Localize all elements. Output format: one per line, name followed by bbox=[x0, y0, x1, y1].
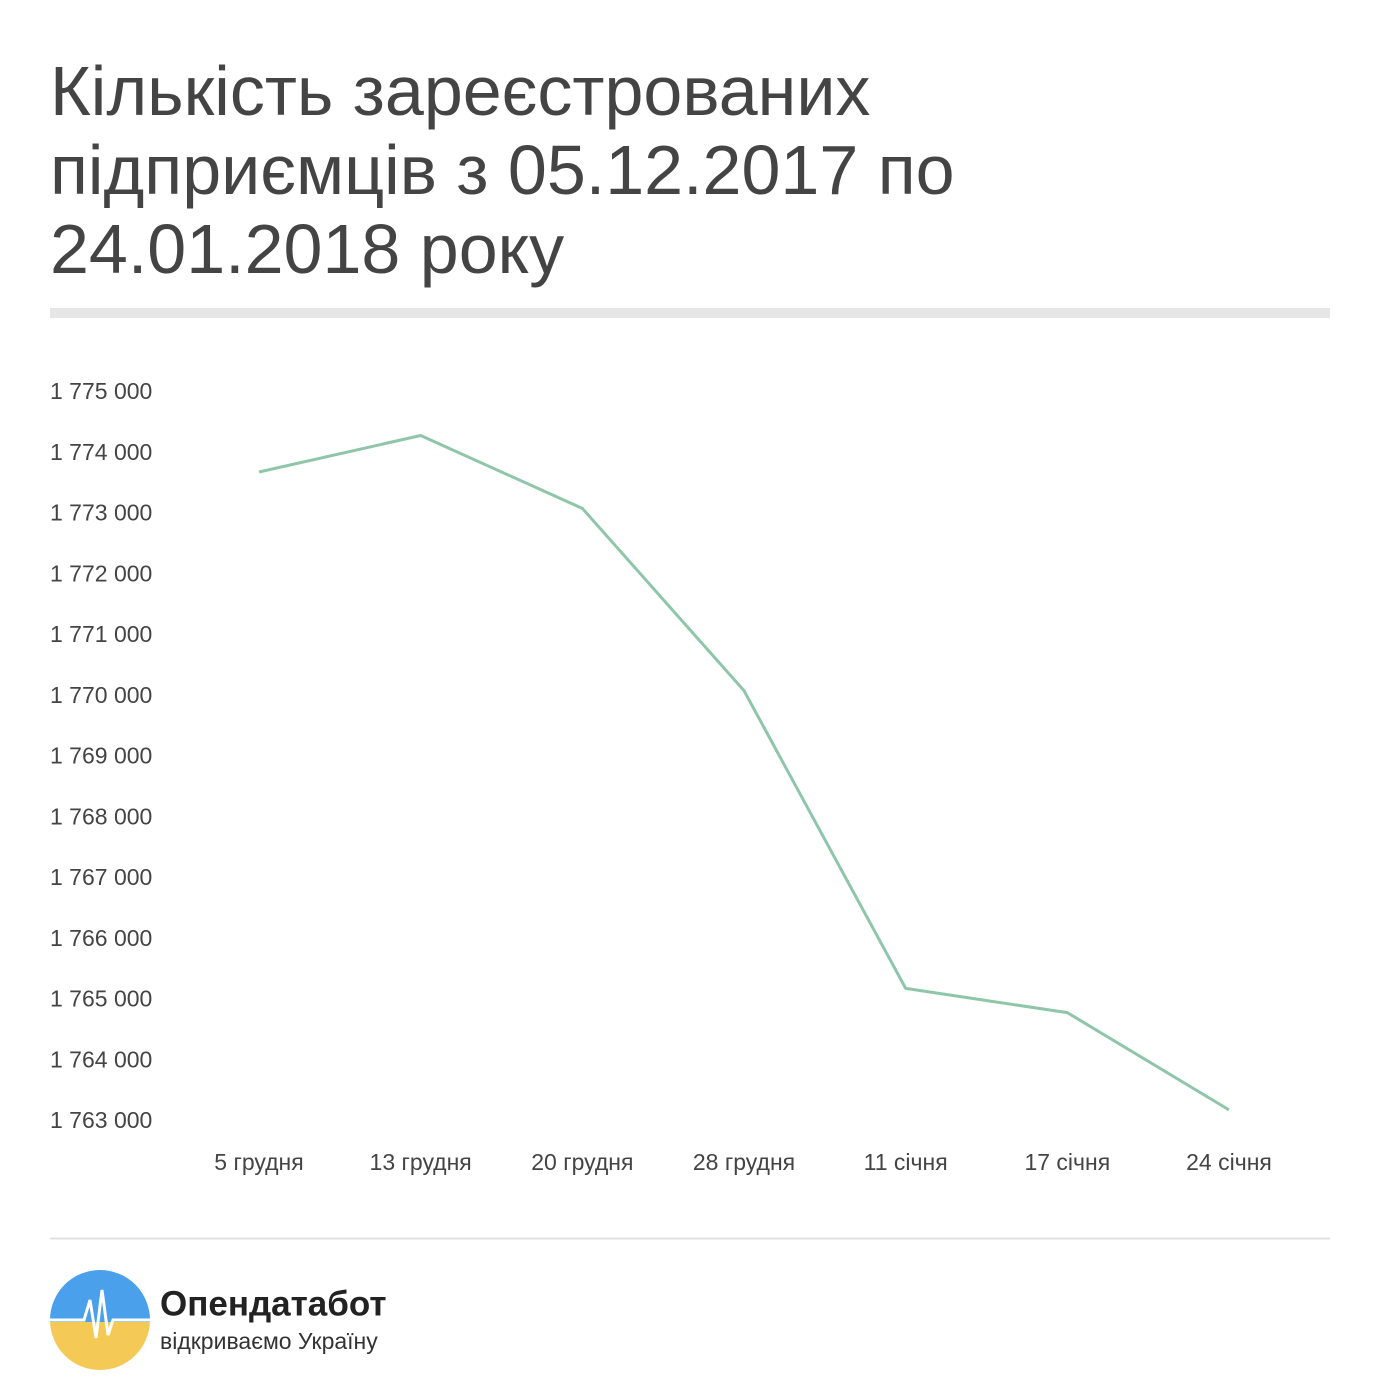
y-tick-label: 1 766 000 bbox=[50, 925, 152, 951]
x-tick-label: 11 січня bbox=[864, 1149, 948, 1175]
chart-title: Кількість зареєстрованих підприємців з 0… bbox=[50, 52, 955, 288]
y-tick-label: 1 772 000 bbox=[50, 560, 152, 586]
x-tick-label: 24 січня bbox=[1186, 1149, 1272, 1175]
y-tick-label: 1 763 000 bbox=[50, 1107, 152, 1133]
y-tick-label: 1 774 000 bbox=[50, 439, 152, 465]
title-rule bbox=[50, 308, 1330, 318]
brand: Опендатабот bbox=[160, 1284, 387, 1323]
y-tick-label: 1 768 000 bbox=[50, 803, 152, 829]
x-tick-label: 5 грудня bbox=[214, 1149, 303, 1175]
y-tick-label: 1 771 000 bbox=[50, 621, 152, 647]
y-tick-label: 1 770 000 bbox=[50, 682, 152, 708]
x-tick-label: 20 грудня bbox=[531, 1149, 633, 1175]
y-tick-label: 1 765 000 bbox=[50, 986, 152, 1012]
y-tick-label: 1 767 000 bbox=[50, 864, 152, 890]
y-tick-label: 1 773 000 bbox=[50, 500, 152, 526]
x-tick-label: 13 грудня bbox=[370, 1149, 472, 1175]
line bbox=[258, 434, 1230, 1112]
logo bbox=[50, 1270, 150, 1370]
x-tick-label: 28 грудня bbox=[693, 1149, 795, 1175]
y-tick-label: 1 764 000 bbox=[50, 1046, 152, 1072]
y-tick-label: 1 775 000 bbox=[50, 378, 152, 404]
y-tick-label: 1 769 000 bbox=[50, 743, 152, 769]
tagline: відкриваємо Україну bbox=[160, 1328, 378, 1354]
x-tick-label: 17 січня bbox=[1024, 1149, 1110, 1175]
